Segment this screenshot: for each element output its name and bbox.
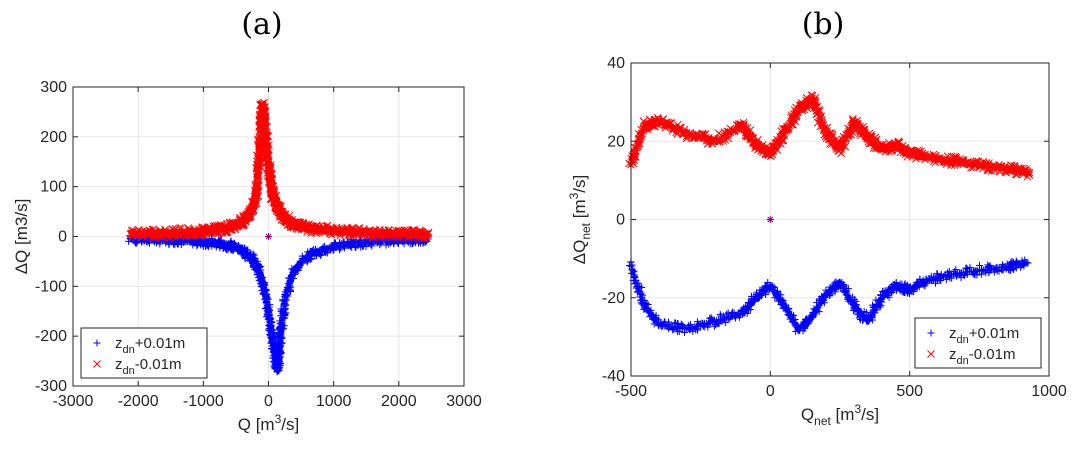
- x-tick-label: -3000: [53, 393, 94, 410]
- panel-b-plot: -500 0 500 1000 -40 -20 0 20 40 Qnet [m3/s] ΔQnet …: [567, 55, 1067, 428]
- y-tick-label: -40: [602, 368, 625, 385]
- y-tick-label: 100: [40, 179, 67, 196]
- y-axis-label: ΔQ [m3/s]: [12, 199, 31, 275]
- x-tick-label: 2000: [381, 393, 417, 410]
- series-origin: [766, 216, 774, 223]
- x-axis-label: Qnet [m3/s]: [801, 402, 879, 428]
- x-tick-label: -2000: [118, 393, 159, 410]
- data-point: [132, 239, 140, 247]
- y-axis-label: ΔQnet [m3/s]: [567, 175, 593, 265]
- y-tick-label: -100: [35, 278, 67, 295]
- y-tick-label: 20: [607, 133, 625, 150]
- panel-b-title: (b): [802, 7, 845, 42]
- x-tick-label: 500: [896, 383, 923, 400]
- x-tick-label: 0: [264, 393, 273, 410]
- data-point: [217, 236, 225, 244]
- y-tick-label: -20: [602, 290, 625, 307]
- series-origin: [265, 233, 272, 240]
- x-tick-label: -1000: [183, 393, 224, 410]
- y-tick-label: 300: [40, 79, 67, 96]
- y-tick-label: 0: [58, 229, 67, 246]
- y-tick-label: -200: [35, 328, 67, 345]
- panel-a-plot: -3000 -2000 -1000 0 1000 2000 3000-300-200-100…: [12, 79, 482, 434]
- y-tick-label: 200: [40, 129, 67, 146]
- y-tick-label: -300: [35, 378, 67, 395]
- data-point: [144, 238, 152, 246]
- data-point: [220, 241, 228, 249]
- x-tick-label: 0: [766, 383, 775, 400]
- panel-a-title: (a): [241, 7, 282, 42]
- y-tick-label: 40: [607, 55, 625, 72]
- x-tick-label: 1000: [316, 393, 352, 410]
- data-point: [248, 255, 256, 263]
- x-tick-label: -500: [615, 383, 647, 400]
- x-tick-label: 1000: [1031, 383, 1067, 400]
- x-tick-label: 3000: [446, 393, 482, 410]
- series-zdn+0.01m: [125, 231, 432, 376]
- y-tick-label: 0: [616, 212, 625, 229]
- x-axis-label: Q [m3/s]: [238, 412, 299, 434]
